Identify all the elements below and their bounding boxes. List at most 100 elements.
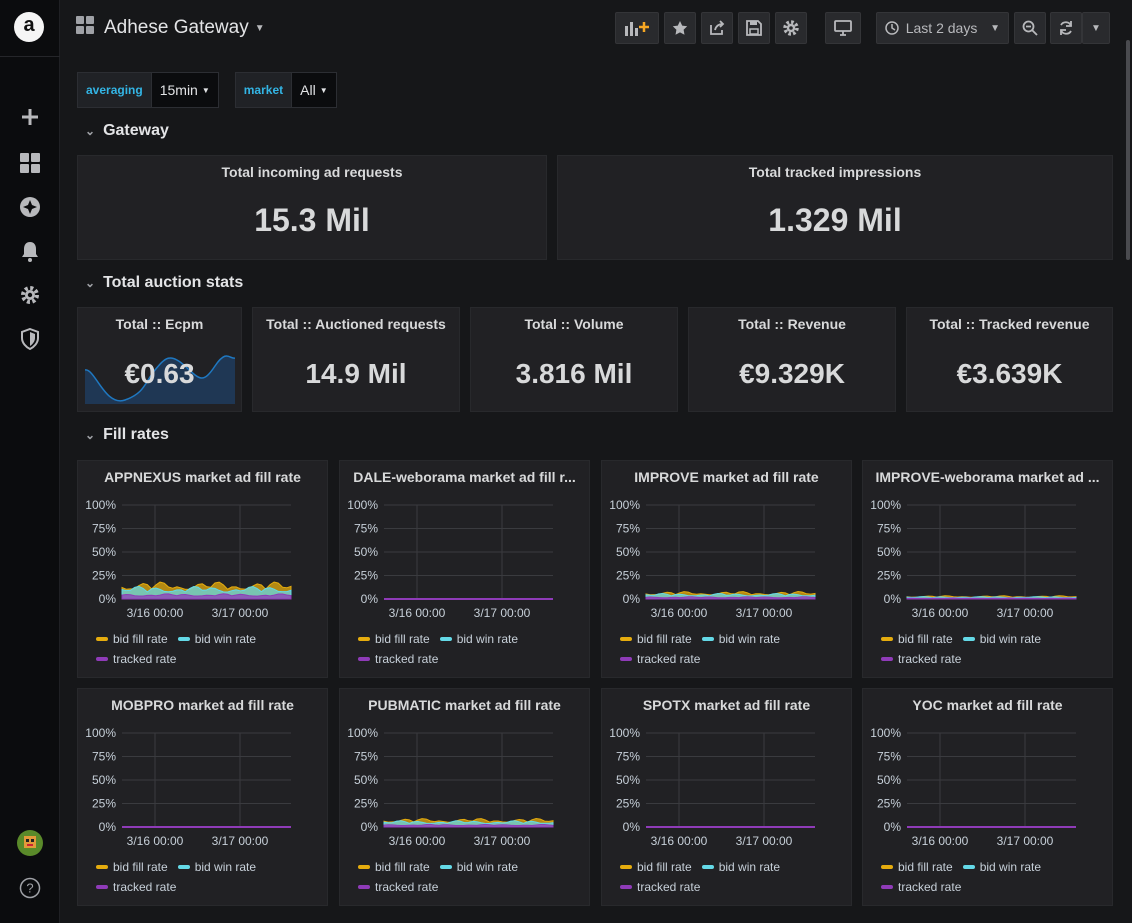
legend-bid-fill-rate[interactable]: bid fill rate xyxy=(358,857,430,877)
y-tick-label: 50% xyxy=(616,545,640,559)
legend-bid-win-rate[interactable]: bid win rate xyxy=(177,629,256,649)
stat-panel-auctioned-requests[interactable]: Total :: Auctioned requests 14.9 Mil xyxy=(252,307,460,412)
graph-panel-fill-rate[interactable]: IMPROVE market ad fill rate 100% 75% 50% 25%… xyxy=(601,460,852,678)
stat-value: €0.63 xyxy=(124,358,195,389)
legend-bid-fill-rate[interactable]: bid fill rate xyxy=(881,629,953,649)
star-dashboard-button[interactable] xyxy=(664,12,696,44)
app-logo[interactable]: a xyxy=(14,12,44,42)
add-panel-button[interactable] xyxy=(615,12,659,44)
legend-label: bid win rate xyxy=(979,632,1042,646)
legend-tracked-rate[interactable]: tracked rate xyxy=(358,649,438,669)
dashboard-title-picker[interactable]: Adhese Gateway ▼ xyxy=(76,16,265,40)
row-total-auction-stats[interactable]: ⌄ Total auction stats xyxy=(85,274,243,292)
legend-bid-fill-rate[interactable]: bid fill rate xyxy=(620,857,692,877)
y-tick-label: 75% xyxy=(877,750,901,764)
legend-bid-win-rate[interactable]: bid win rate xyxy=(439,857,518,877)
legend-swatch xyxy=(358,637,370,641)
legend-swatch xyxy=(881,865,893,869)
legend-swatch xyxy=(439,637,452,641)
legend-swatch xyxy=(962,637,975,641)
legend-tracked-rate[interactable]: tracked rate xyxy=(881,877,961,897)
stat-panel-revenue[interactable]: Total :: Revenue €9.329K xyxy=(688,307,896,412)
legend-tracked-rate[interactable]: tracked rate xyxy=(881,649,961,669)
legend-tracked-rate[interactable]: tracked rate xyxy=(620,649,700,669)
legend-label: bid win rate xyxy=(194,860,257,874)
graph-panel-fill-rate[interactable]: IMPROVE-weborama market ad ... 100% 75% 50%… xyxy=(862,460,1113,678)
refresh-interval-dropdown[interactable]: ▼ xyxy=(1082,12,1110,44)
stat-panel-tracked-revenue[interactable]: Total :: Tracked revenue €3.639K xyxy=(906,307,1113,412)
y-tick-label: 0% xyxy=(884,820,902,834)
legend-bid-win-rate[interactable]: bid win rate xyxy=(962,857,1041,877)
refresh-icon xyxy=(1060,21,1072,35)
graph-panel-fill-rate[interactable]: DALE-weborama market ad fill r... 100% 75%… xyxy=(339,460,590,678)
share-dashboard-button[interactable] xyxy=(701,12,733,44)
legend-bid-win-rate[interactable]: bid win rate xyxy=(962,629,1042,649)
legend-swatch xyxy=(96,657,108,661)
variable-select-averaging[interactable]: 15min ▼ xyxy=(151,72,219,108)
zoom-out-button[interactable] xyxy=(1014,12,1046,44)
save-dashboard-button[interactable] xyxy=(738,12,770,44)
graph-panel-fill-rate[interactable]: MOBPRO market ad fill rate 100% 75% 50% 25% 0… xyxy=(77,688,328,906)
help-icon[interactable]: ? xyxy=(16,874,44,902)
stat-panel-volume[interactable]: Total :: Volume 3.816 Mil xyxy=(470,307,678,412)
save-icon xyxy=(746,20,762,36)
stat-value: 1.329 Mil xyxy=(768,202,902,238)
y-tick-label: 0% xyxy=(623,820,641,834)
legend-bid-fill-rate[interactable]: bid fill rate xyxy=(358,629,430,649)
x-tick-label: 3/17 00:00 xyxy=(997,606,1054,620)
variable-select-market[interactable]: All ▼ xyxy=(292,72,337,108)
graph-panel-fill-rate[interactable]: PUBMATIC market ad fill rate 100% 75% 50% 25… xyxy=(339,688,590,906)
legend-tracked-rate[interactable]: tracked rate xyxy=(620,877,700,897)
tv-mode-button[interactable] xyxy=(825,12,861,44)
legend-tracked-rate[interactable]: tracked rate xyxy=(358,877,438,897)
legend-tracked-rate[interactable]: tracked rate xyxy=(96,877,176,897)
stat-value: €3.639K xyxy=(956,358,1063,389)
alerting-bell-icon[interactable] xyxy=(16,237,44,265)
legend-bid-fill-rate[interactable]: bid fill rate xyxy=(96,629,168,649)
legend-tracked-rate[interactable]: tracked rate xyxy=(96,649,176,669)
legend-swatch xyxy=(96,637,108,641)
legend-bid-win-rate[interactable]: bid win rate xyxy=(701,629,780,649)
graph-panel-fill-rate[interactable]: SPOTX market ad fill rate 100% 75% 50% 25% 0%… xyxy=(601,688,852,906)
legend-swatch xyxy=(358,657,370,661)
stat-panel-ecpm[interactable]: Total :: Ecpm €0.63 xyxy=(77,307,242,412)
settings-icon xyxy=(783,20,799,36)
time-range-label: Last 2 days xyxy=(905,20,978,36)
legend-bid-win-rate[interactable]: bid win rate xyxy=(701,857,780,877)
legend-swatch xyxy=(358,885,370,889)
stat-panel-incoming-requests[interactable]: Total incoming ad requests 15.3 Mil xyxy=(77,155,547,260)
x-tick-label: 3/17 00:00 xyxy=(736,834,793,848)
dashboard-settings-button[interactable] xyxy=(775,12,807,44)
time-range-picker[interactable]: Last 2 days ▼ xyxy=(876,12,1009,44)
user-avatar[interactable] xyxy=(16,829,44,857)
legend-bid-win-rate[interactable]: bid win rate xyxy=(439,629,518,649)
scrollbar[interactable] xyxy=(1126,40,1130,260)
refresh-button[interactable] xyxy=(1050,12,1082,44)
configuration-gear-icon[interactable] xyxy=(16,281,44,309)
x-tick-label: 3/16 00:00 xyxy=(127,606,184,620)
graph-panel-fill-rate[interactable]: YOC market ad fill rate 100% 75% 50% 25% 0% 3/… xyxy=(862,688,1113,906)
graph-panel-fill-rate[interactable]: APPNEXUS market ad fill rate 100% 75% 50% 25… xyxy=(77,460,328,678)
row-gateway[interactable]: ⌄ Gateway xyxy=(85,122,169,140)
plus-icon[interactable] xyxy=(16,103,44,131)
legend-bid-fill-rate[interactable]: bid fill rate xyxy=(881,857,953,877)
y-tick-label: 75% xyxy=(877,522,901,536)
y-tick-label: 100% xyxy=(609,498,640,512)
stat-value: 14.9 Mil xyxy=(305,358,407,389)
y-tick-label: 0% xyxy=(99,820,117,834)
dashboards-icon[interactable] xyxy=(16,149,44,177)
sidebar-divider xyxy=(0,56,60,57)
row-fill-rates[interactable]: ⌄ Fill rates xyxy=(85,426,169,444)
y-tick-label: 100% xyxy=(870,498,901,512)
explore-compass-icon[interactable] xyxy=(16,193,44,221)
legend-swatch xyxy=(701,865,714,869)
y-tick-label: 25% xyxy=(92,797,116,811)
legend-bid-win-rate[interactable]: bid win rate xyxy=(177,857,257,877)
legend-bid-fill-rate[interactable]: bid fill rate xyxy=(620,629,692,649)
y-tick-label: 0% xyxy=(99,592,117,606)
y-tick-label: 50% xyxy=(877,545,901,559)
legend-bid-fill-rate[interactable]: bid fill rate xyxy=(96,857,168,877)
sidebar: a ? xyxy=(0,0,60,923)
stat-panel-tracked-impressions[interactable]: Total tracked impressions 1.329 Mil xyxy=(557,155,1113,260)
server-admin-shield-icon[interactable] xyxy=(16,325,44,353)
